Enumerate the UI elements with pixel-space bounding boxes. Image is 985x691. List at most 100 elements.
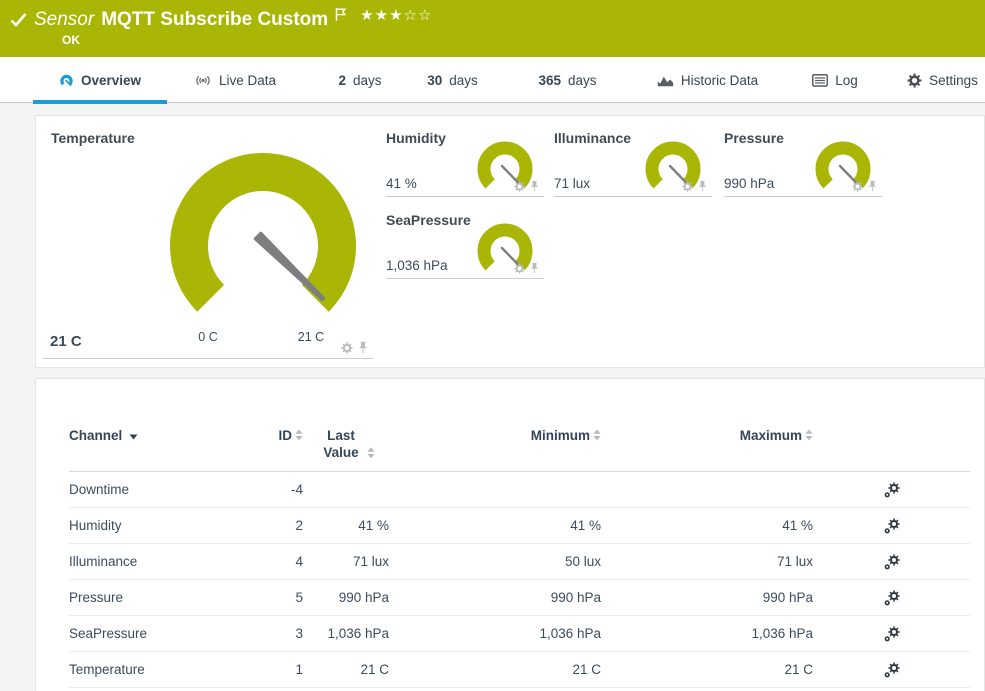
tab-2-days-number: 2 — [338, 72, 346, 88]
stars-filled: ★★★ — [360, 7, 404, 24]
channel-last-value: 1,036 hPa — [327, 626, 389, 641]
gauge-pin-icon[interactable] — [698, 180, 707, 192]
gauge-icon — [59, 73, 74, 88]
sensor-status-bar: Sensor MQTT Subscribe Custom ★★★☆☆ OK — [0, 0, 985, 57]
channel-last-value: 71 lux — [352, 554, 389, 569]
channel-id: 4 — [295, 554, 303, 569]
column-header-maximum[interactable]: Maximum — [601, 427, 813, 444]
channel-id: 1 — [295, 662, 303, 677]
table-row-humidity[interactable]: Humidity 2 41 % 41 % 41 % — [69, 508, 970, 544]
gauge-panel-pressure: Pressure 990 hPa — [724, 124, 882, 197]
tab-365-days[interactable]: 365 days — [525, 57, 610, 103]
temperature-gauge — [170, 153, 356, 312]
priority-stars[interactable]: ★★★☆☆ — [360, 7, 432, 25]
sensor-status-text: OK — [62, 33, 80, 47]
channel-minimum: 41 % — [570, 518, 601, 533]
sort-icon[interactable] — [593, 429, 601, 444]
tab-log[interactable]: Log — [805, 57, 865, 103]
channel-name: Pressure — [69, 590, 124, 605]
tab-live-data[interactable]: Live Data — [185, 57, 285, 103]
gauge-gear-icon[interactable] — [852, 181, 863, 192]
channel-name: SeaPressure — [69, 626, 148, 641]
channel-value: 41 % — [386, 176, 417, 191]
channel-minimum: 1,036 hPa — [539, 626, 601, 641]
gauge-scale-min: 0 C — [198, 330, 218, 344]
channel-title: Pressure — [724, 130, 784, 146]
table-row-downtime[interactable]: Downtime -4 — [69, 472, 970, 508]
column-header-channel[interactable]: Channel — [69, 427, 269, 444]
gauge-panel-illuminance: Illuminance 71 lux — [554, 124, 712, 197]
log-icon — [812, 73, 829, 87]
channel-minimum: 990 hPa — [550, 590, 601, 605]
sensor-tab-bar: Overview Live Data 2 days 30 days 365 — [0, 57, 985, 104]
gauge-pin-icon[interactable] — [530, 262, 539, 274]
channel-maximum: 71 lux — [776, 554, 813, 569]
table-row-pressure[interactable]: Pressure 5 990 hPa 990 hPa 990 hPa — [69, 580, 970, 616]
column-header-minimum[interactable]: Minimum — [389, 427, 601, 444]
channel-name: Illuminance — [69, 554, 138, 569]
chevron-down-icon[interactable] — [129, 434, 138, 440]
sort-icon[interactable] — [295, 429, 303, 444]
column-header-minimum-label: Minimum — [530, 428, 590, 443]
gauge-gear-icon[interactable] — [682, 181, 693, 192]
tab-overview-label: Overview — [80, 72, 142, 88]
channel-id: 2 — [295, 518, 303, 533]
channel-title: Illuminance — [554, 130, 632, 146]
column-header-last-value[interactable]: Last Value — [303, 427, 389, 461]
gauge-scale-max: 21 C — [297, 330, 325, 344]
column-header-id-label: ID — [278, 428, 293, 443]
channel-settings-icon[interactable] — [884, 517, 900, 534]
tab-365-days-number: 365 — [538, 72, 561, 88]
channel-settings-icon[interactable] — [884, 481, 900, 498]
tab-historic-data[interactable]: Historic Data — [645, 57, 770, 103]
column-header-id[interactable]: ID — [269, 427, 303, 444]
gauge-gear-icon[interactable] — [514, 263, 525, 274]
tab-historic-data-label: Historic Data — [680, 72, 759, 88]
tab-settings[interactable]: Settings — [900, 57, 985, 103]
gauge-panel-temperature: Temperature 0 C 21 C 21 C — [43, 124, 373, 359]
channel-title: Temperature — [51, 130, 135, 146]
channel-settings-icon[interactable] — [884, 589, 900, 606]
broadcast-icon — [194, 74, 212, 87]
channel-maximum: 1,036 hPa — [751, 626, 813, 641]
channel-id: -4 — [290, 482, 303, 497]
sensor-type-label: Sensor — [34, 9, 95, 30]
gauges-card: Temperature 0 C 21 C 21 C — [35, 115, 985, 368]
gauge-pin-icon[interactable] — [530, 180, 539, 192]
gear-icon — [907, 73, 922, 88]
channel-name: Humidity — [69, 518, 122, 533]
tab-365-days-label: days — [568, 72, 597, 88]
channel-title: SeaPressure — [386, 212, 471, 228]
tab-30-days-number: 30 — [427, 72, 443, 88]
channel-title: Humidity — [386, 130, 446, 146]
channel-settings-icon[interactable] — [884, 661, 900, 678]
gauge-pin-icon[interactable] — [358, 341, 368, 354]
table-row-temperature[interactable]: Temperature 1 21 C 21 C 21 C — [69, 652, 970, 688]
area-chart-icon — [657, 74, 674, 87]
channel-minimum: 21 C — [572, 662, 601, 677]
channel-value: 1,036 hPa — [386, 258, 448, 273]
gauge-gear-icon[interactable] — [341, 342, 353, 354]
channel-settings-icon[interactable] — [884, 553, 900, 570]
tab-live-data-label: Live Data — [218, 72, 277, 88]
channel-value: 21 C — [50, 333, 82, 350]
sort-icon[interactable] — [805, 429, 813, 444]
table-row-illuminance[interactable]: Illuminance 4 71 lux 50 lux 71 lux — [69, 544, 970, 580]
flag-icon[interactable] — [334, 7, 348, 22]
channel-maximum: 21 C — [784, 662, 813, 677]
channel-name: Temperature — [69, 662, 145, 677]
channel-maximum: 41 % — [782, 518, 813, 533]
channel-name: Downtime — [69, 482, 130, 497]
gauge-pin-icon[interactable] — [868, 180, 877, 192]
tab-30-days[interactable]: 30 days — [415, 57, 490, 103]
stars-empty: ☆☆ — [403, 7, 433, 24]
sort-icon[interactable] — [367, 447, 375, 459]
channel-last-value: 21 C — [360, 662, 389, 677]
channel-value: 990 hPa — [724, 176, 775, 191]
tab-2-days[interactable]: 2 days — [325, 57, 395, 103]
tab-overview[interactable]: Overview — [33, 57, 167, 104]
channel-settings-icon[interactable] — [884, 625, 900, 642]
table-row-seapressure[interactable]: SeaPressure 3 1,036 hPa 1,036 hPa 1,036 … — [69, 616, 970, 652]
gauge-gear-icon[interactable] — [514, 181, 525, 192]
